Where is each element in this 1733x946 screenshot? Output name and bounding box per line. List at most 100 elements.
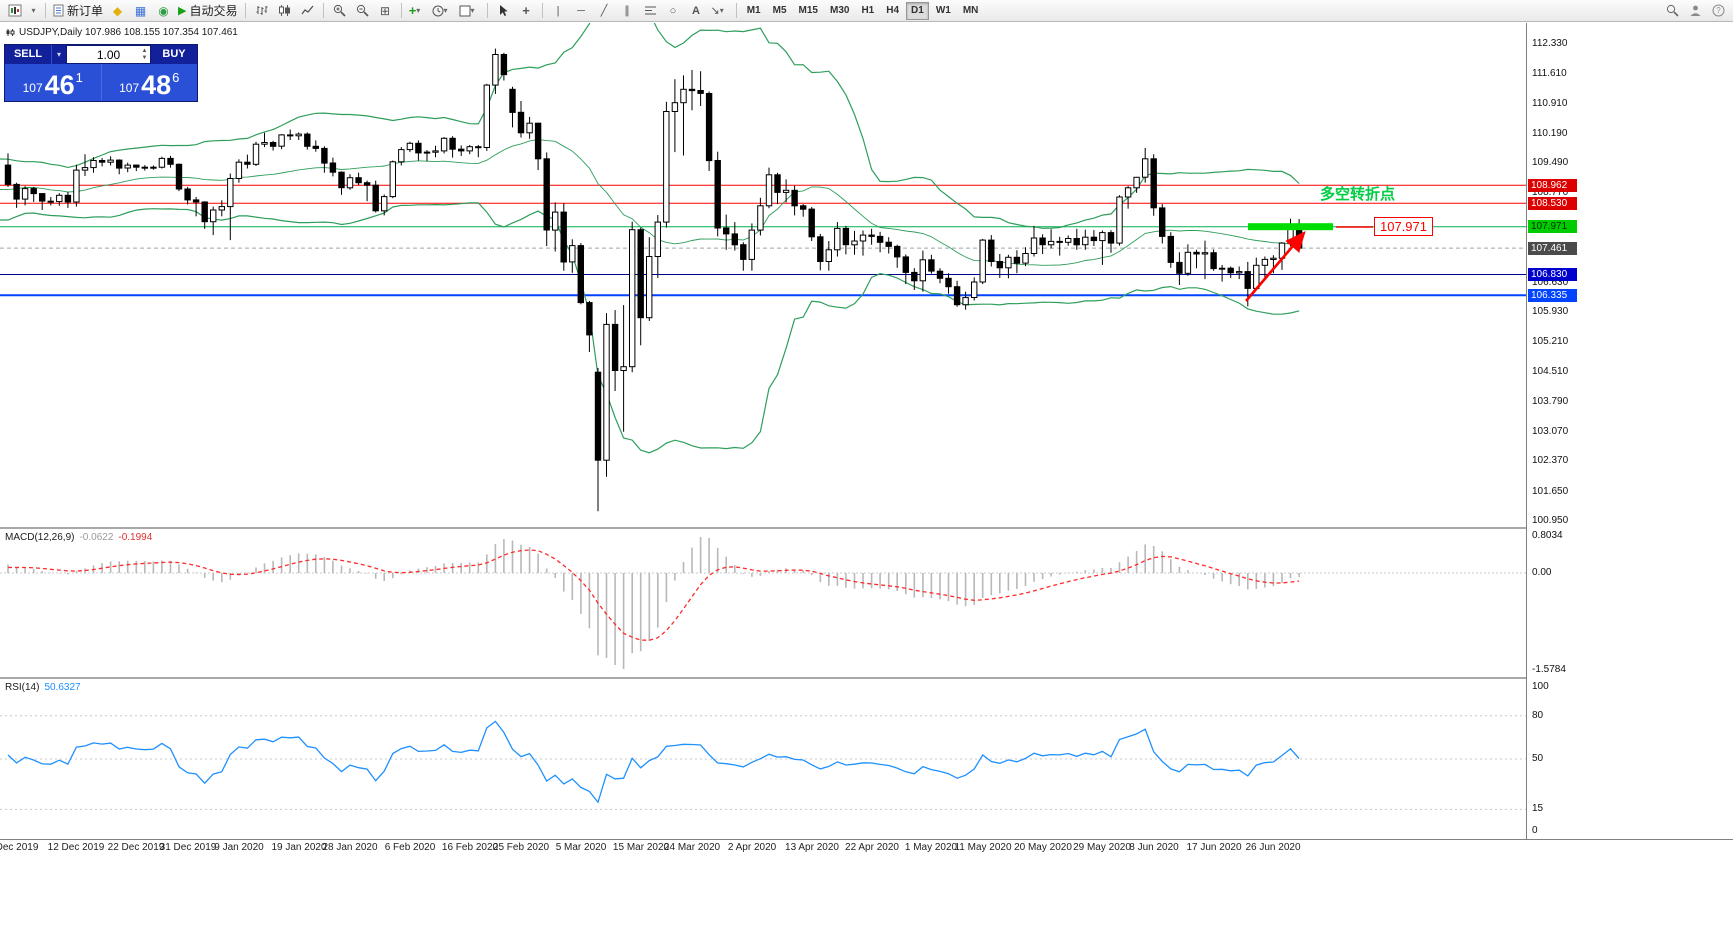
toolbar-separator: [322, 3, 324, 18]
price-axis-label: 110.910: [1532, 98, 1568, 109]
spinner-up-icon[interactable]: ▲: [141, 47, 148, 54]
bid-price-display[interactable]: 107 46 1: [5, 64, 101, 101]
candlestick-chart-type-icon[interactable]: [274, 2, 295, 20]
rsi-axis-label: 100: [1532, 681, 1549, 692]
timeframe-w1[interactable]: W1: [935, 4, 951, 16]
horizontal-line-tool-icon[interactable]: ─: [577, 4, 585, 17]
price-axis-label: 105.210: [1532, 336, 1569, 347]
timeframe-m5[interactable]: M5: [772, 4, 787, 16]
bollinger-upper: [0, 23, 1300, 229]
panel-splitter-macd[interactable]: [0, 527, 1733, 529]
buy-button[interactable]: BUY: [151, 45, 197, 64]
zoom-out-icon[interactable]: [352, 2, 373, 20]
price-level-chip: 108.530: [1528, 197, 1577, 210]
trend-arrow[interactable]: [1245, 231, 1306, 302]
timeframe-m1[interactable]: M1: [746, 4, 761, 16]
tile-windows-icon[interactable]: ⊞: [379, 3, 391, 18]
timeframe-h4[interactable]: H4: [886, 4, 900, 16]
zoom-in-icon[interactable]: [329, 2, 350, 20]
channel-tool-icon[interactable]: ∥: [624, 5, 630, 17]
metaeditor-icon[interactable]: ◆: [112, 3, 123, 18]
pivot-annotation-text[interactable]: 多空转折点: [1320, 186, 1396, 203]
community-icon[interactable]: [1685, 2, 1706, 20]
line-chart-type-icon[interactable]: [297, 2, 318, 20]
timeframe-m15[interactable]: M15: [798, 4, 818, 16]
symbol-ohlc-line: USDJPY,Daily 107.986 108.155 107.354 107…: [6, 27, 238, 38]
market-watch-icon[interactable]: ▦: [134, 3, 147, 18]
date-label: 6 Feb 2020: [384, 842, 436, 853]
timeframe-d1[interactable]: D1: [906, 1, 929, 20]
fibonacci-tool-icon[interactable]: [640, 2, 661, 20]
rsi-panel-chart[interactable]: [0, 679, 1526, 839]
price-axis-label: 101.650: [1532, 486, 1569, 497]
templates-button[interactable]: ▾: [457, 2, 482, 20]
date-label: 12 Dec 2019: [47, 842, 105, 853]
green-zone-highlight[interactable]: [1248, 223, 1333, 231]
date-label: 5 Mar 2020: [555, 842, 607, 853]
date-label: 25 Feb 2020: [492, 842, 550, 853]
macd-histogram: [7, 537, 1300, 669]
text-tool-icon[interactable]: A: [692, 4, 700, 17]
macd-title: MACD(12,26,9): [5, 532, 75, 543]
date-label: 9 Jan 2020: [214, 842, 264, 853]
crosshair-icon[interactable]: +: [522, 3, 530, 18]
price-axis-label: 105.930: [1532, 306, 1569, 317]
trade-options-dropdown-icon[interactable]: ▾: [51, 45, 66, 64]
clock-icon: [432, 5, 443, 16]
rsi-axis-label: 50: [1532, 753, 1544, 764]
autotrading-button[interactable]: ▶ 自动交易: [176, 2, 239, 20]
trendline-tool-icon[interactable]: ╱: [600, 5, 608, 17]
main-price-chart[interactable]: [0, 23, 1526, 527]
new-chart-icon[interactable]: [4, 2, 25, 20]
price-axis-label: 100.950: [1532, 515, 1569, 526]
sell-button[interactable]: SELL: [5, 45, 51, 64]
macd-panel-chart[interactable]: [0, 529, 1526, 677]
spinner-down-icon[interactable]: ▼: [141, 54, 148, 61]
bollinger-lower: [0, 202, 1300, 454]
volume-input[interactable]: 1.00 ▲ ▼: [66, 45, 151, 64]
panel-splitter-rsi[interactable]: [0, 677, 1733, 679]
price-level-chip: 108.962: [1528, 179, 1577, 192]
toolbar-separator: [400, 3, 402, 18]
new-order-button[interactable]: 新订单: [51, 2, 105, 20]
price-callout-label[interactable]: 107.971: [1374, 217, 1433, 236]
price-level-chip: 107.971: [1528, 220, 1577, 233]
date-label: 13 Apr 2020: [785, 842, 839, 853]
volume-spinner[interactable]: ▲ ▼: [140, 46, 149, 63]
symbol-ohlc-text: USDJPY,Daily 107.986 108.155 107.354 107…: [19, 27, 238, 38]
macd-main-value: -0.0622: [79, 532, 114, 543]
macd-axis-max: 0.8034: [1532, 530, 1563, 541]
indicators-button[interactable]: + ▾: [408, 3, 421, 18]
chart-mini-icon: [6, 29, 15, 36]
bid-big-digits: 46: [44, 70, 75, 100]
price-level-chip: 106.830: [1528, 268, 1577, 281]
date-label: 11 May 2020: [954, 842, 1012, 853]
help-icon[interactable]: ?: [1708, 2, 1729, 20]
ask-price-display[interactable]: 107 48 6: [100, 64, 198, 101]
bar-chart-type-icon[interactable]: [251, 2, 272, 20]
date-label: 15 Mar 2020: [612, 842, 670, 853]
vertical-line-tool-icon[interactable]: |: [556, 4, 560, 17]
one-click-trading-panel: SELL ▾ 1.00 ▲ ▼ BUY 107 46 1 107 48 6: [4, 44, 198, 102]
macd-signal-line: [7, 549, 1300, 641]
shapes-tool-icon[interactable]: ○: [669, 4, 677, 17]
periods-button[interactable]: ▾: [430, 2, 455, 20]
navigator-icon[interactable]: ◉: [158, 3, 169, 18]
search-icon[interactable]: [1662, 2, 1683, 20]
bid-sup-digit: 1: [75, 70, 83, 85]
rsi-value: 50.6327: [44, 682, 81, 693]
price-axis-label: 109.490: [1532, 157, 1569, 168]
timeframe-h1[interactable]: H1: [861, 4, 875, 16]
date-label: 17 Jun 2020: [1186, 842, 1242, 853]
date-label: 8 Jun 2020: [1129, 842, 1179, 853]
macd-axis-min: -1.5784: [1532, 664, 1566, 675]
arrows-tool-icon[interactable]: ↘ ▾: [710, 5, 724, 17]
rsi-axis-label: 80: [1532, 710, 1544, 721]
timeframe-mn[interactable]: MN: [962, 4, 979, 16]
cursor-icon[interactable]: [493, 2, 514, 20]
timeframe-m30[interactable]: M30: [829, 4, 850, 16]
new-chart-dropdown-icon[interactable]: ▾: [31, 6, 36, 15]
macd-axis-zero: 0.00: [1532, 567, 1552, 578]
price-axis-label: 112.330: [1532, 38, 1568, 49]
